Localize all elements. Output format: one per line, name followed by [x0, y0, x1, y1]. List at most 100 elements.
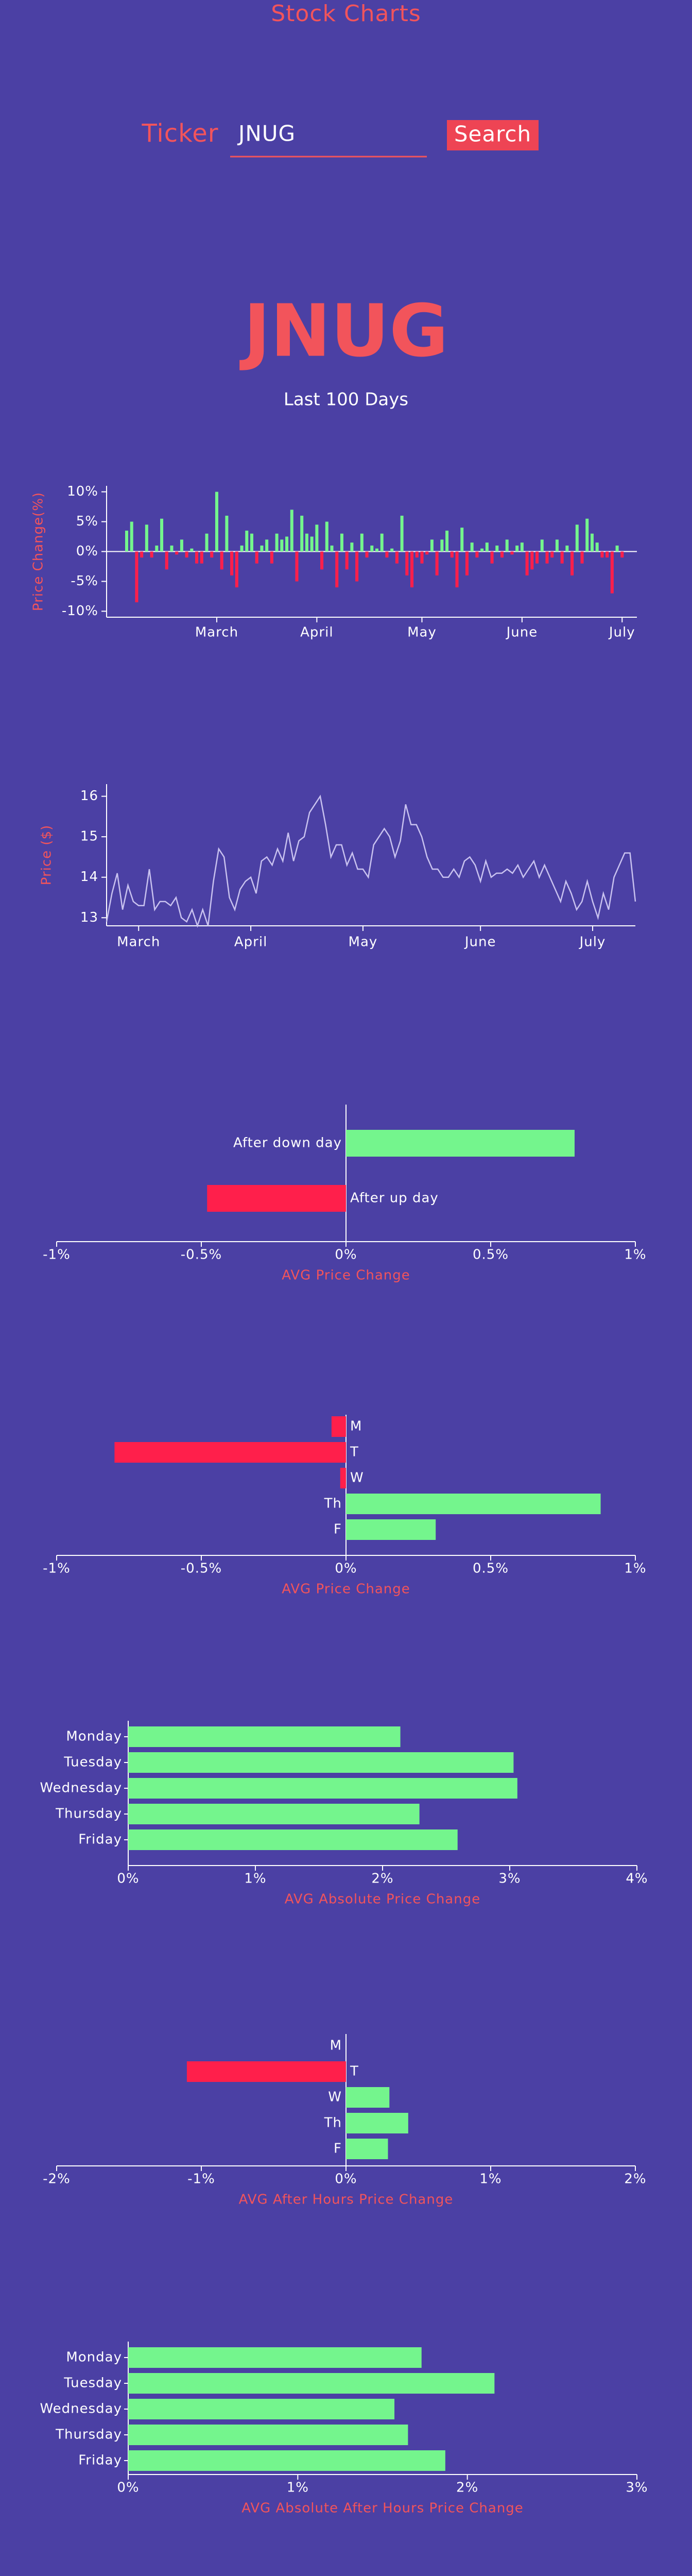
x-tick-label: 0% [117, 1871, 139, 1887]
bar [355, 551, 359, 582]
ticker-label: Ticker [142, 119, 219, 148]
bar [185, 551, 188, 558]
bar [550, 551, 554, 558]
bar [285, 536, 289, 552]
bar [140, 551, 144, 558]
y-tick-label: -5% [71, 573, 98, 589]
bar [610, 551, 614, 594]
x-tick-label: 2% [624, 2172, 646, 2187]
ticker-input[interactable]: JNUG [230, 116, 427, 158]
bar [450, 551, 454, 558]
category-label: Monday [66, 2350, 122, 2365]
category-label: Friday [78, 2453, 122, 2468]
price-line [106, 794, 636, 928]
y-tick-label: -10% [62, 603, 98, 619]
category-label: Monday [66, 1729, 122, 1744]
x-tick-label: -0.5% [181, 1561, 222, 1577]
bar [410, 551, 414, 588]
bar [465, 551, 469, 575]
x-tick-label: 3% [498, 1871, 521, 1887]
category-label: Wednesday [40, 2401, 122, 2417]
category-label: M [350, 1419, 362, 1434]
bar [400, 515, 404, 552]
bar [195, 551, 199, 564]
bar [495, 545, 499, 552]
bar [305, 533, 308, 552]
bar [160, 518, 164, 552]
bar [435, 551, 439, 575]
bar [210, 551, 214, 558]
bar [485, 543, 489, 552]
bar [540, 539, 544, 552]
input-value[interactable]: JNUG [237, 121, 296, 146]
bar [270, 551, 273, 564]
x-tick-label: 0% [335, 2172, 357, 2187]
category-label: F [334, 1522, 342, 1537]
search-button[interactable]: Search [447, 120, 539, 150]
x-tick-label: May [407, 625, 437, 640]
bar [590, 533, 594, 552]
bar [430, 539, 434, 552]
button-box[interactable] [447, 120, 539, 150]
bar [346, 1494, 601, 1514]
bar [320, 551, 324, 570]
x-tick-label: 1% [244, 1871, 266, 1887]
y-axis-title: Price ($) [39, 825, 55, 886]
bar [275, 533, 279, 552]
bar [605, 551, 609, 558]
bar [520, 543, 524, 552]
bar [500, 551, 504, 558]
bar [440, 539, 444, 552]
bar [128, 2373, 495, 2394]
bar [330, 545, 334, 552]
category-label: Friday [78, 1832, 122, 1848]
bar [335, 551, 339, 588]
bar [535, 551, 539, 564]
category-label: Tuesday [63, 1755, 122, 1770]
bar [128, 2347, 422, 2368]
bar [175, 551, 179, 555]
bar [220, 551, 223, 570]
category-label: Wednesday [40, 1781, 122, 1796]
bar [490, 551, 494, 564]
x-tick-label: -1% [43, 1247, 71, 1263]
x-tick-label: 0% [335, 1247, 357, 1263]
category-label: After up day [350, 1191, 439, 1206]
category-label: Th [324, 2115, 342, 2131]
category-label: Thursday [55, 1806, 122, 1822]
y-axis-title: Price Change(%) [31, 492, 46, 611]
bar [346, 2139, 388, 2159]
x-axis-title: AVG Price Change [282, 1268, 410, 1283]
bar [128, 1726, 401, 1747]
x-axis-title: AVG Absolute After Hours Price Change [241, 2501, 524, 2516]
x-tick-label: -2% [43, 2172, 71, 2187]
category-label: F [334, 2141, 342, 2157]
button-text[interactable]: Search [454, 122, 531, 147]
bar [155, 545, 159, 552]
x-tick-label: June [464, 935, 496, 950]
category-label: T [350, 1445, 359, 1460]
x-tick-label: 1% [624, 1561, 646, 1577]
bar [300, 515, 304, 552]
bar [150, 551, 153, 558]
bar [370, 545, 374, 552]
bar [545, 551, 549, 564]
bar [170, 545, 174, 552]
bar [346, 1519, 436, 1540]
bar [245, 530, 249, 552]
bar [615, 545, 619, 552]
x-tick-label: July [608, 625, 635, 640]
bar [255, 551, 258, 564]
x-axis-title: AVG After Hours Price Change [239, 2192, 454, 2208]
bar [331, 1416, 346, 1437]
x-axis-title: AVG Absolute Price Change [285, 1892, 480, 1907]
bar [128, 2425, 408, 2445]
bar [346, 2087, 390, 2108]
bar [128, 1829, 458, 1850]
x-tick-label: March [117, 935, 160, 950]
x-tick-label: 1% [624, 1247, 646, 1263]
x-tick-label: 1% [287, 2480, 309, 2496]
bar [395, 551, 399, 564]
bar [425, 551, 429, 555]
